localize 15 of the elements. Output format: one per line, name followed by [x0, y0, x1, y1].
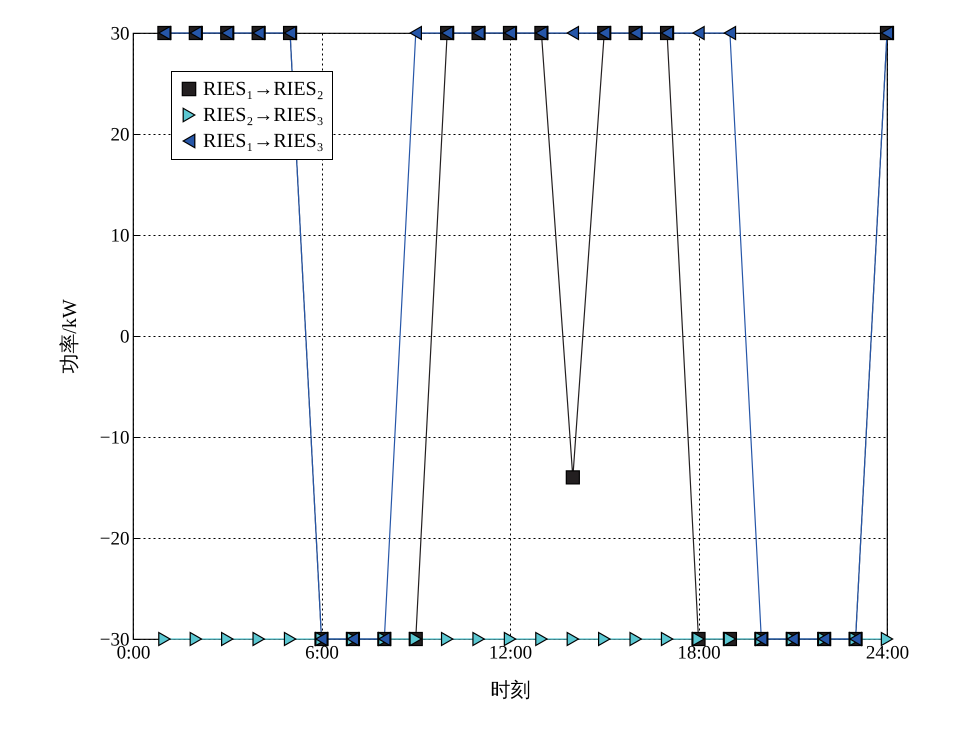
- x-tick-label: 18:00: [677, 642, 721, 664]
- x-tick-label: 24:00: [866, 642, 910, 664]
- y-tick-label: −10: [100, 428, 130, 448]
- legend-label: RIES₂→RIES₃: [203, 104, 324, 126]
- legend-label: RIES₁→RIES₂: [203, 78, 324, 100]
- y-tick-label: 30: [110, 24, 130, 44]
- y-axis-title: 功率/kW: [58, 299, 81, 374]
- y-tick-label: −20: [100, 528, 130, 550]
- x-tick-label: 6:00: [305, 642, 339, 664]
- y-tick-label: 0: [120, 326, 130, 348]
- y-tick-label: 10: [110, 226, 130, 246]
- x-tick-label: 12:00: [488, 642, 532, 664]
- legend-label: RIES₁→RIES₃: [203, 130, 324, 152]
- y-tick-label: 20: [110, 124, 130, 146]
- x-axis-title: 时刻: [490, 680, 530, 702]
